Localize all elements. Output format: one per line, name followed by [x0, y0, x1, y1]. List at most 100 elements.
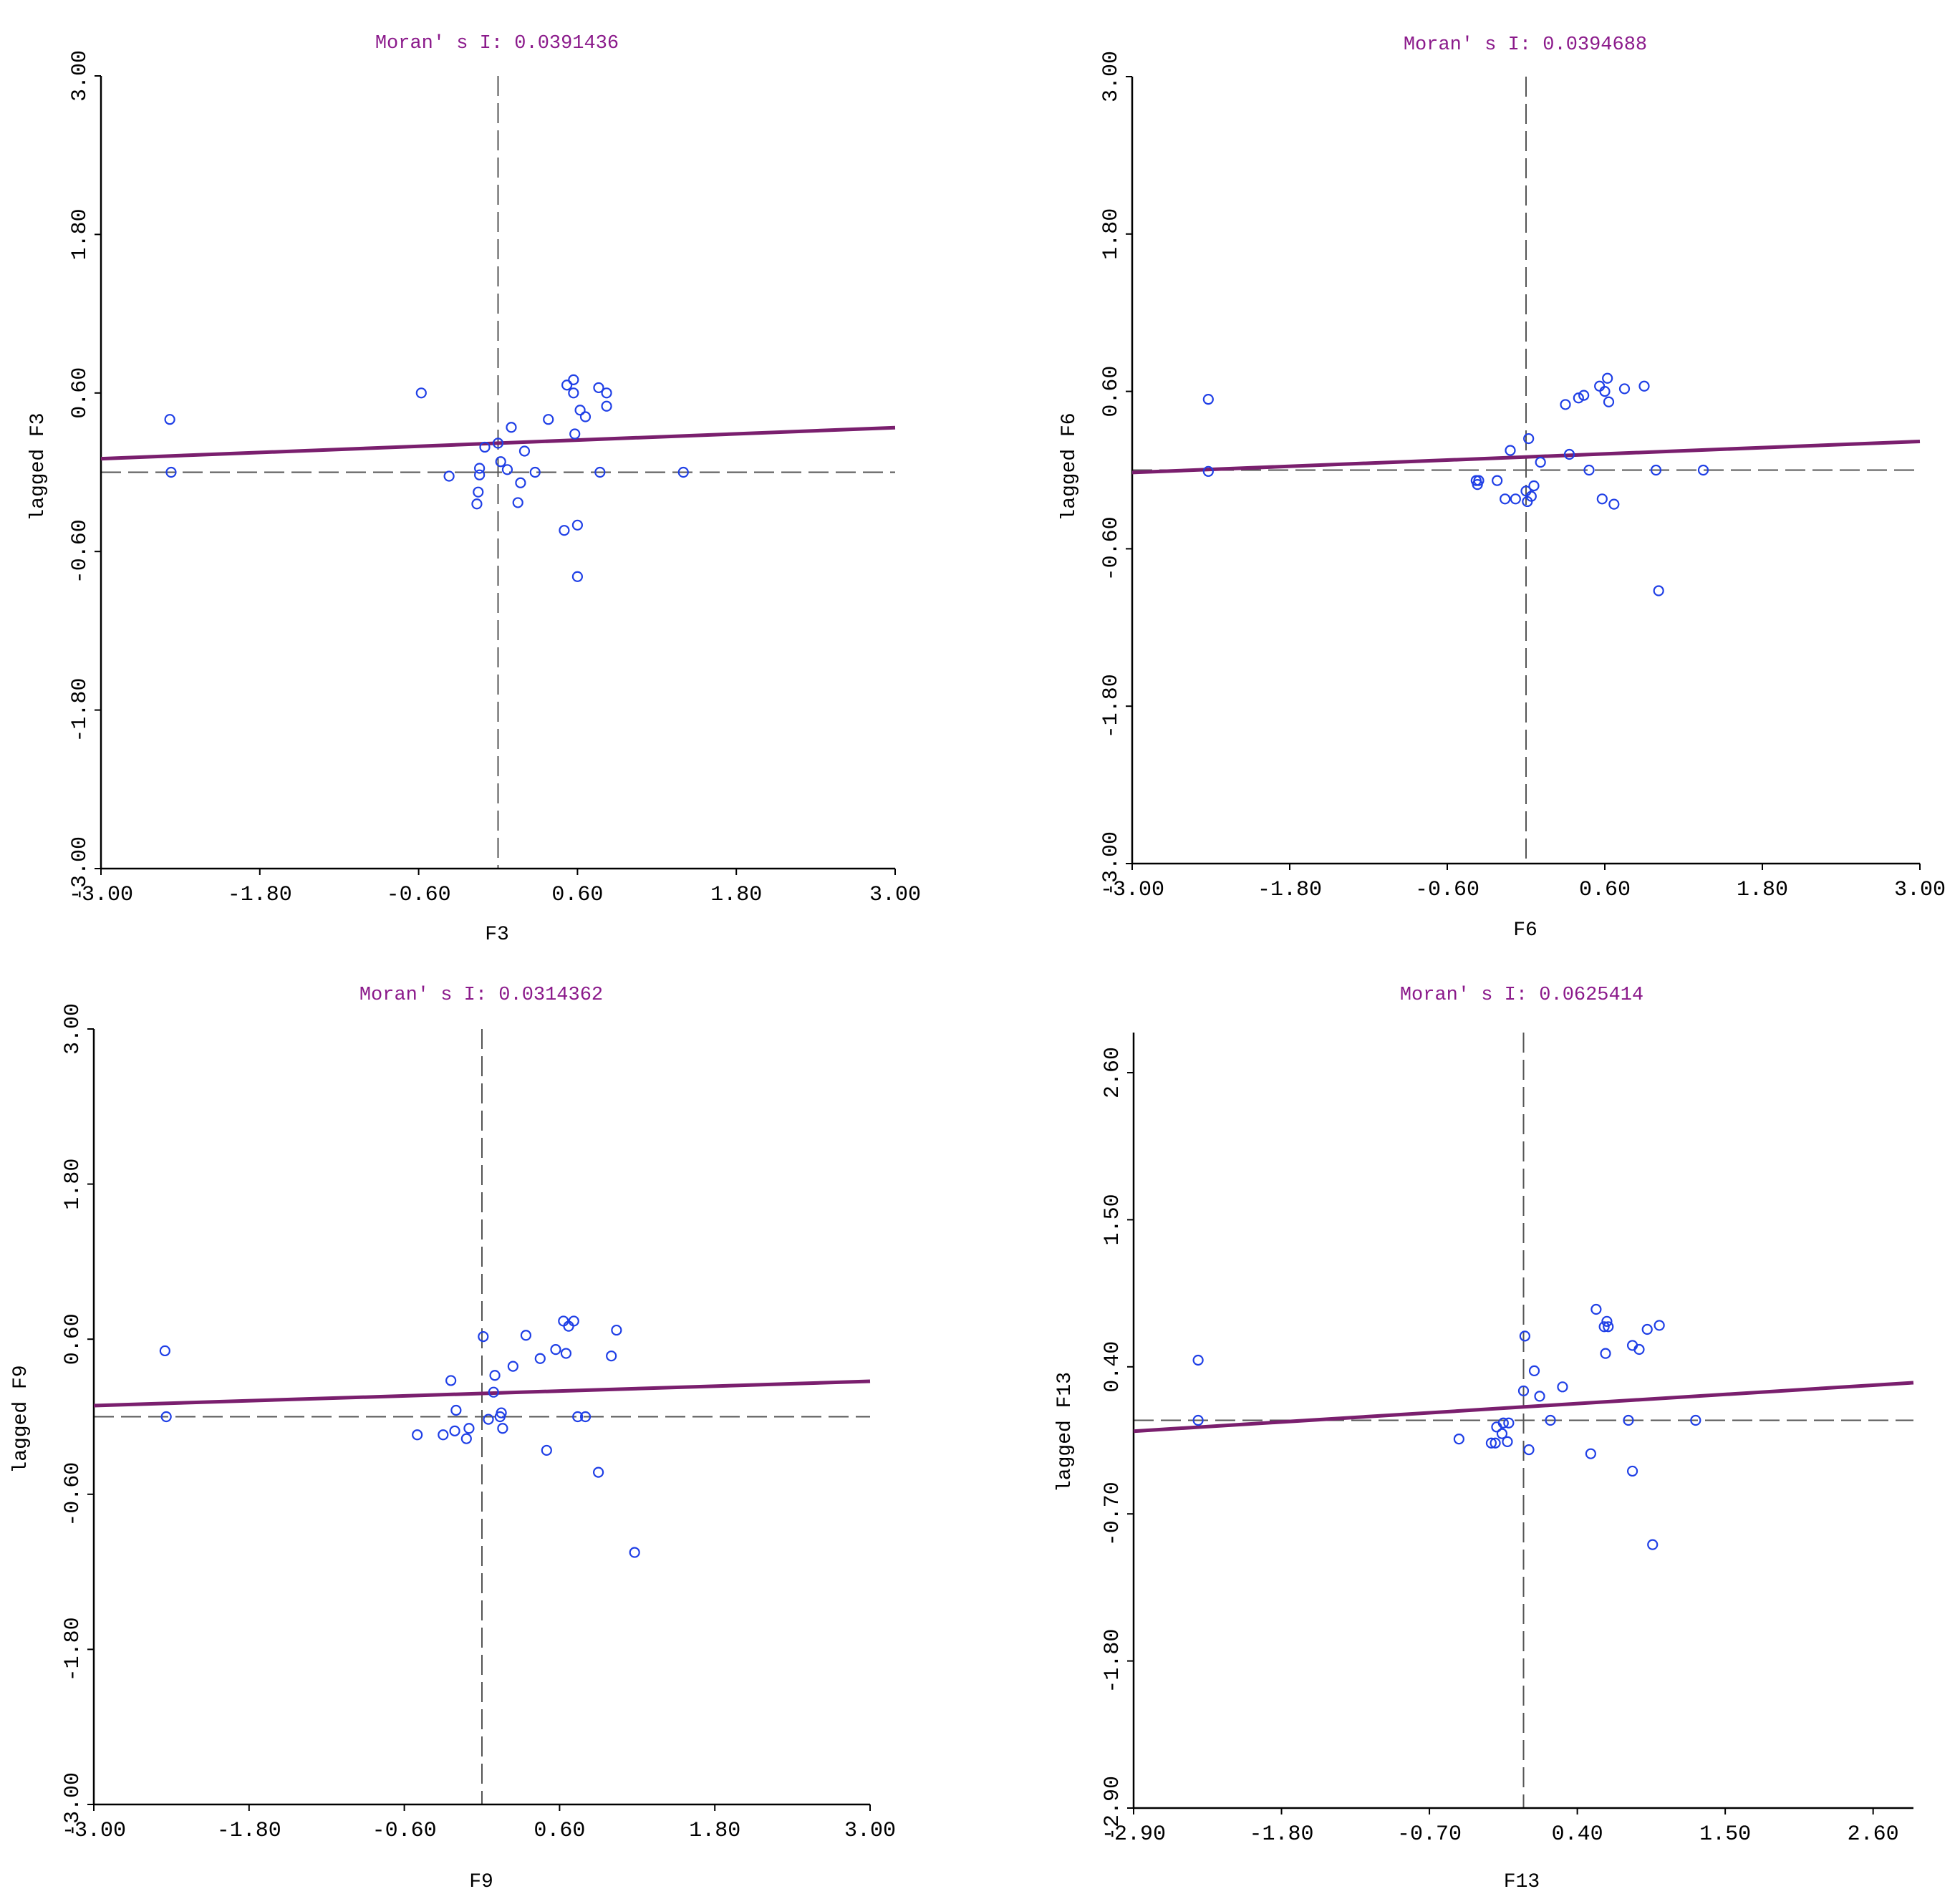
panel-f6-y-tick-label: -0.60	[1099, 516, 1124, 581]
panel-f3-regression-line	[100, 425, 896, 461]
panel-f6-x-tick-label: -3.00	[1100, 878, 1164, 902]
panel-f13-data-point	[1654, 1320, 1665, 1331]
panel-f9-data-point	[629, 1547, 640, 1558]
panel-f6-y-axis-label: lagged F6	[1058, 412, 1081, 521]
panel-f6-x-tick-label: 1.80	[1737, 878, 1788, 902]
panel-f3-data-point	[164, 414, 175, 425]
panel-f13-x-tick-label: -2.90	[1101, 1822, 1166, 1847]
panel-f9-data-point	[558, 1315, 569, 1327]
panel-f3-data-point	[579, 411, 592, 422]
panel-f6-regression-line	[1131, 439, 1921, 475]
panel-f6-data-point	[1560, 399, 1571, 410]
panel-f13-data-point	[1600, 1348, 1611, 1359]
panel-f3-data-point	[479, 441, 491, 453]
panel-f9-data-point	[496, 1407, 507, 1419]
panel-f13-data-point	[1626, 1465, 1638, 1477]
panel-f9-data-point	[160, 1411, 172, 1423]
panel-f6-x-tick-label: -0.60	[1415, 878, 1479, 902]
panel-f3-data-point	[601, 400, 612, 412]
panel-f9-data-point	[563, 1320, 574, 1332]
panel-f9-y-tick-label: 1.80	[61, 1159, 85, 1210]
panel-f9-x-axis-label: F9	[469, 1871, 493, 1893]
panel-f3-data-point	[165, 466, 177, 478]
panel-f13: Moran' s I: 0.0625414 -2.90 -1.80 -0.70 0.4…	[1054, 985, 1914, 1893]
panel-f13-x-tick-label: 2.60	[1848, 1822, 1899, 1847]
panel-f3-y-tick-label: 1.80	[68, 208, 92, 260]
panel-f3-data-point	[593, 382, 604, 394]
panel-f3-data-point	[512, 497, 523, 508]
panel-f3-data-point	[506, 422, 517, 433]
panel-f3-data-point	[415, 387, 427, 399]
panel-f3-x-tick-label: -1.80	[228, 883, 292, 907]
panel-f13-data-point	[1528, 1365, 1540, 1377]
panel-f9: Moran' s I: 0.0314362 -3.00 -1.80 -0.60 0.6…	[10, 985, 896, 1893]
panel-f6-data-point	[1500, 493, 1511, 505]
panel-f6-data-point	[1578, 390, 1590, 401]
panel-f13-data-point	[1601, 1315, 1613, 1327]
panel-f3-x-axis-label: F3	[485, 924, 509, 946]
panel-f9-data-point	[478, 1330, 489, 1343]
panel-f9-x-tick-label: 0.60	[534, 1819, 585, 1843]
panel-f3-data-point	[568, 374, 579, 385]
panel-f9-data-point	[488, 1386, 499, 1398]
panel-f13-data-point	[1517, 1385, 1530, 1397]
panel-f3-data-point	[601, 387, 612, 399]
panel-f3-x-tick-label: -3.00	[69, 883, 133, 907]
panel-f6-y-tick-label: -1.80	[1099, 674, 1124, 738]
panel-f9-data-point	[445, 1375, 457, 1386]
panel-f3-data-point	[495, 456, 506, 468]
panel-f3-x-tick-label: 3.00	[869, 883, 921, 907]
panel-f13-data-point	[1519, 1330, 1530, 1342]
panel-f6-x-tick-label: 0.60	[1579, 878, 1631, 902]
panel-f3-plot: -3.00 -1.80 -0.60 0.60 1.80 3.00 -3.00 -1.80 -0.…	[68, 50, 921, 907]
panel-f3-data-point	[543, 414, 554, 425]
panel-f6-data-point	[1525, 491, 1537, 502]
panel-f6-y-tick-label: 1.80	[1099, 208, 1124, 260]
panel-f3-data-point	[474, 463, 486, 474]
panel-f6: Moran' s I: 0.0394688 -3.00 -1.80 -0.60 0.6…	[1058, 34, 1946, 942]
panel-f13-data-point	[1557, 1381, 1568, 1393]
panel-f6-data-point	[1583, 464, 1595, 476]
panel-f6-data-point	[1638, 380, 1650, 392]
panel-f3-data-point	[443, 470, 455, 482]
panel-f9-data-point	[438, 1429, 449, 1441]
panel-f6-data-point	[1535, 456, 1546, 468]
panel-f13-data-point	[1485, 1437, 1497, 1449]
panel-f3-data-point	[571, 519, 584, 531]
panel-f13-data-point	[1192, 1414, 1204, 1426]
panel-f9-data-point	[460, 1433, 472, 1444]
panel-f9-y-tick-label: -1.80	[61, 1617, 85, 1681]
panel-f3-x-tick-label: 1.80	[710, 883, 762, 907]
panel-f3-data-point	[471, 498, 483, 510]
panel-f13-y-tick-label: 0.40	[1101, 1341, 1125, 1393]
panel-f3-data-point	[677, 466, 689, 478]
panel-f9-data-point	[550, 1344, 561, 1355]
panel-f9-y-tick-label: 3.00	[61, 1003, 85, 1055]
panel-f9-title: Moran' s I: 0.0314362	[359, 985, 603, 1006]
panel-f6-data-point	[1505, 445, 1516, 456]
panel-f9-data-point	[572, 1411, 584, 1423]
panel-f9-data-point	[560, 1348, 572, 1359]
panel-f3-data-point	[473, 486, 484, 498]
panel-f3-data-point	[571, 571, 584, 582]
panel-f13-data-point	[1534, 1391, 1545, 1402]
panel-f9-data-point	[541, 1444, 552, 1456]
panel-f13-regression-line	[1133, 1381, 1914, 1434]
panel-f6-data-point	[1599, 385, 1611, 397]
panel-f3-data-point	[574, 405, 586, 416]
panel-f6-data-point	[1202, 393, 1214, 405]
panel-f13-data-point	[1603, 1321, 1614, 1333]
panel-f13-x-tick-label: -1.80	[1250, 1822, 1314, 1847]
panel-f6-data-point	[1618, 383, 1631, 395]
panel-f9-x-tick-label: 1.80	[689, 1819, 740, 1843]
panel-f6-y-tick-label: 0.60	[1099, 366, 1124, 417]
panel-f9-y-tick-label: -3.00	[61, 1772, 85, 1837]
panel-f13-data-point	[1497, 1417, 1509, 1429]
panel-f13-data-point	[1490, 1437, 1501, 1449]
panel-f3-y-tick-label: -3.00	[68, 836, 92, 901]
panel-f6-plot: -3.00 -1.80 -0.60 0.60 1.80 3.00 -3.00 -1.80 -0.…	[1099, 51, 1946, 902]
panel-f13-x-tick-label: -0.70	[1397, 1822, 1462, 1847]
panel-f13-data-point	[1647, 1539, 1659, 1550]
panel-f13-y-tick-label: -0.70	[1101, 1482, 1125, 1546]
